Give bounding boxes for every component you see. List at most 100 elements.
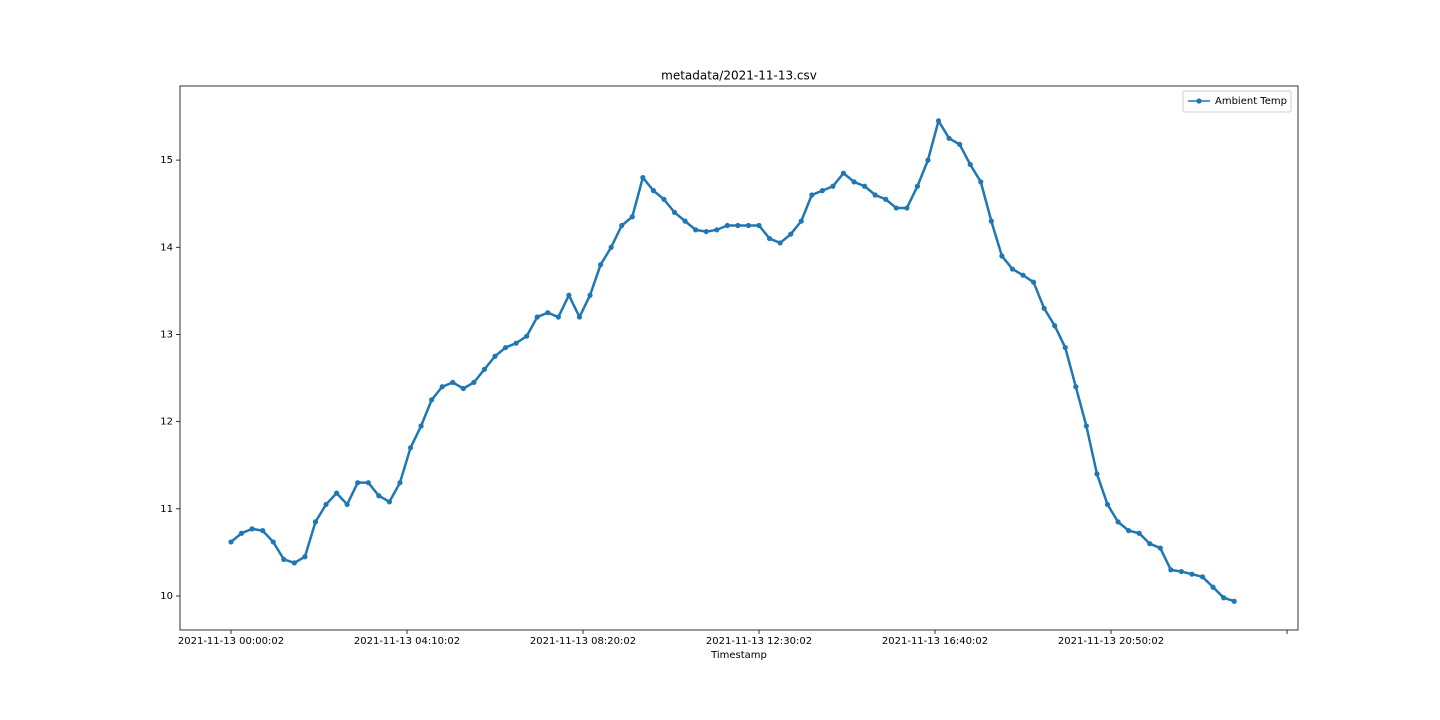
data-point	[545, 310, 551, 316]
data-point	[1052, 323, 1058, 329]
data-point	[999, 253, 1005, 259]
data-point	[260, 528, 266, 534]
data-point	[788, 231, 794, 237]
data-point	[682, 218, 688, 224]
legend-marker	[1196, 98, 1202, 104]
data-point	[418, 423, 424, 429]
data-point	[862, 183, 868, 189]
data-point	[629, 214, 635, 220]
data-point	[978, 179, 984, 185]
data-point	[1009, 266, 1016, 272]
data-point	[302, 554, 308, 560]
data-point	[745, 222, 752, 229]
data-point	[228, 539, 234, 545]
data-point	[957, 141, 963, 148]
data-point	[502, 344, 509, 351]
data-point	[1020, 272, 1026, 278]
data-point	[481, 366, 488, 372]
x-tick-label: 2021-11-13 04:10:02	[354, 636, 460, 647]
data-point	[1062, 344, 1068, 351]
data-point	[376, 493, 382, 499]
data-point	[270, 539, 276, 545]
data-point	[798, 218, 804, 224]
data-point	[640, 174, 646, 181]
data-point	[1210, 584, 1216, 590]
data-point	[576, 314, 583, 320]
data-point	[1178, 568, 1185, 575]
data-point	[312, 519, 319, 525]
data-point	[661, 196, 667, 202]
data-point	[513, 340, 519, 346]
data-point	[766, 235, 773, 242]
data-point	[756, 222, 762, 229]
legend-box	[1182, 90, 1292, 113]
data-point	[735, 222, 741, 229]
y-tick-label: 14	[160, 242, 173, 253]
data-point	[988, 218, 994, 224]
data-point	[714, 227, 720, 233]
data-point	[1073, 384, 1079, 390]
data-point	[407, 445, 414, 451]
y-tick-label: 15	[160, 155, 173, 166]
data-point	[291, 560, 297, 566]
data-point	[1041, 305, 1047, 311]
data-point	[397, 480, 403, 486]
data-point	[703, 228, 709, 235]
data-point	[460, 385, 466, 392]
data-point	[619, 222, 625, 229]
x-tick-label: 2021-11-13 08:20:02	[530, 636, 636, 647]
data-point	[429, 397, 435, 403]
x-axis-label: Timestamp	[710, 650, 767, 661]
data-point	[883, 196, 889, 202]
data-point	[238, 530, 245, 536]
data-point	[671, 209, 678, 216]
data-point	[1189, 571, 1195, 577]
data-point	[1126, 528, 1132, 534]
data-point	[840, 170, 847, 176]
data-point	[1168, 567, 1174, 573]
data-point	[819, 188, 825, 194]
data-point	[608, 244, 614, 250]
x-tick-label: 2021-11-13 00:00:02	[178, 636, 284, 647]
data-point	[323, 501, 329, 508]
data-point	[566, 292, 572, 298]
x-tick-label: 2021-11-13 20:50:02	[1058, 636, 1164, 647]
data-point	[1083, 423, 1089, 429]
data-point	[777, 240, 783, 246]
data-point	[249, 526, 255, 532]
plot-frame	[179, 85, 1299, 631]
data-point	[1221, 595, 1227, 601]
data-point	[355, 480, 361, 486]
data-point	[904, 205, 910, 211]
data-point	[967, 161, 973, 168]
chart-title: metadata/2021-11-13.csv	[661, 69, 817, 83]
data-point	[450, 379, 456, 386]
data-point	[830, 183, 836, 189]
y-tick-label: 10	[160, 591, 173, 602]
legend-label: Ambient Temp	[1215, 96, 1287, 107]
data-point	[344, 501, 350, 508]
data-point	[1231, 598, 1237, 604]
data-point	[534, 314, 540, 320]
data-point	[935, 118, 942, 124]
data-point	[492, 353, 498, 359]
data-point	[598, 262, 604, 268]
data-point	[1147, 541, 1153, 547]
data-point	[386, 499, 392, 505]
data-point	[1136, 530, 1142, 536]
data-point	[724, 222, 730, 229]
y-tick-label: 12	[160, 417, 173, 428]
data-point	[281, 556, 287, 562]
data-point	[1157, 545, 1163, 551]
data-point	[925, 157, 931, 163]
x-tick-label: 2021-11-13 16:40:02	[882, 636, 988, 647]
data-point	[693, 227, 699, 233]
data-point	[809, 192, 815, 198]
data-point	[365, 480, 371, 486]
x-tick-label: 2021-11-13 12:30:02	[706, 636, 812, 647]
y-tick-label: 11	[160, 504, 173, 515]
data-point	[946, 135, 952, 141]
